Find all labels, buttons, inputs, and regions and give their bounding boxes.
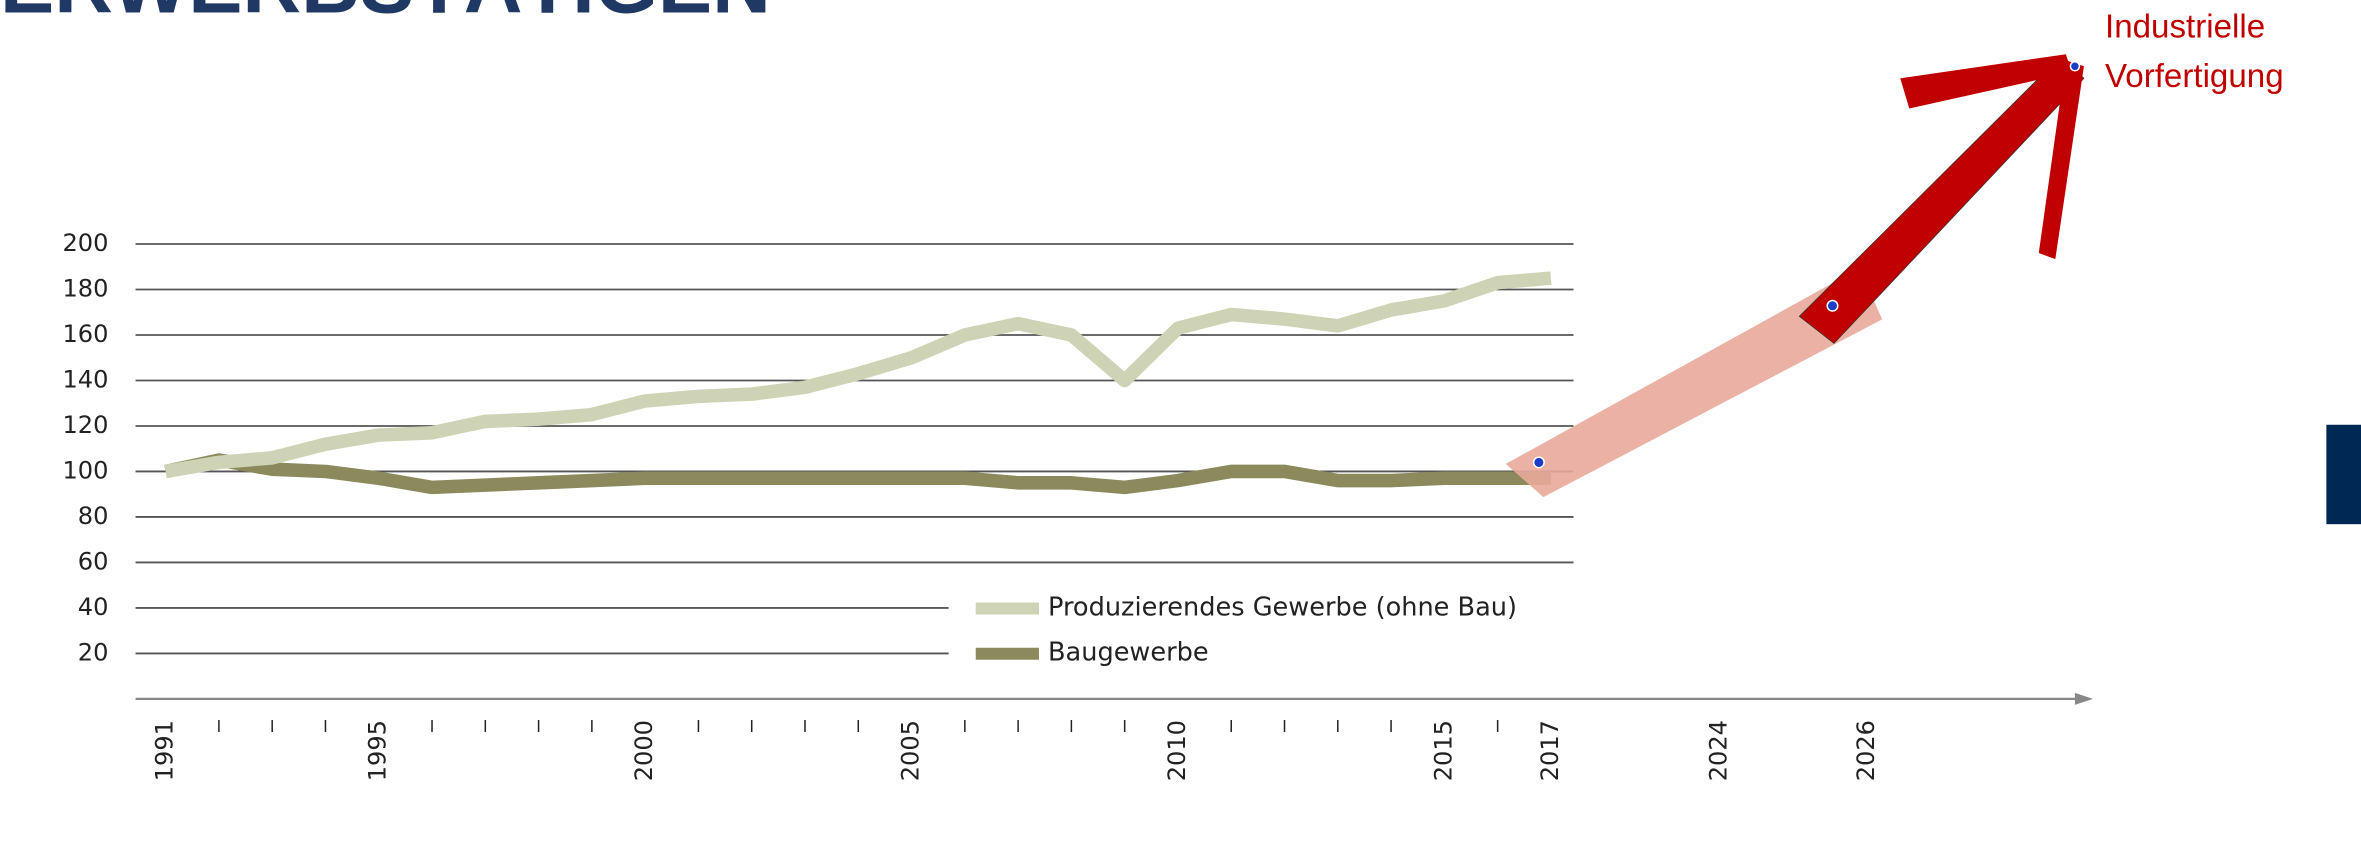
- x-tick-label: 1991: [151, 720, 179, 781]
- y-tick-label: 80: [78, 502, 109, 530]
- y-tick-label: 180: [62, 275, 108, 303]
- slide: ERWERBSTÄTIGEN 20 40 60 80 100 120 140 160 180 20…: [0, 0, 2361, 842]
- y-tick-label: 120: [62, 411, 108, 439]
- projection-label: 2024: [1705, 720, 1733, 781]
- legend-label: Produzierendes Gewerbe (ohne Bau): [1048, 593, 1517, 623]
- y-tick-label: 40: [78, 593, 109, 621]
- marker: [1827, 300, 1838, 311]
- y-tick-label: 200: [62, 229, 108, 257]
- y-tick-label: 160: [62, 320, 108, 348]
- series-line: [166, 278, 1551, 471]
- legend-label: Baugewerbe: [1048, 638, 1209, 668]
- x-tick-label: 2010: [1163, 720, 1191, 781]
- projection-label: 2026: [1852, 720, 1880, 781]
- y-tick-label: 20: [78, 638, 109, 666]
- x-tick-label: 2015: [1429, 720, 1457, 781]
- y-tick-label: 140: [62, 365, 108, 393]
- annotation: Vorfertigung: [2105, 58, 2284, 95]
- slide-title: ERWERBSTÄTIGEN: [0, 0, 771, 30]
- y-tick-label: 100: [62, 456, 108, 484]
- x-tick-label: 2005: [897, 720, 925, 781]
- x-axis-arrow: [2075, 693, 2093, 705]
- side-tab: [2326, 425, 2361, 524]
- x-tick-label: 2000: [630, 720, 658, 781]
- series-line: [166, 460, 1551, 487]
- marker: [1534, 457, 1545, 468]
- x-tick-label: 1995: [364, 720, 392, 781]
- y-tick-label: 60: [78, 547, 109, 575]
- annotation: Industrielle: [2105, 8, 2265, 45]
- marker: [2070, 62, 2079, 71]
- x-tick-label: 2017: [1536, 720, 1564, 781]
